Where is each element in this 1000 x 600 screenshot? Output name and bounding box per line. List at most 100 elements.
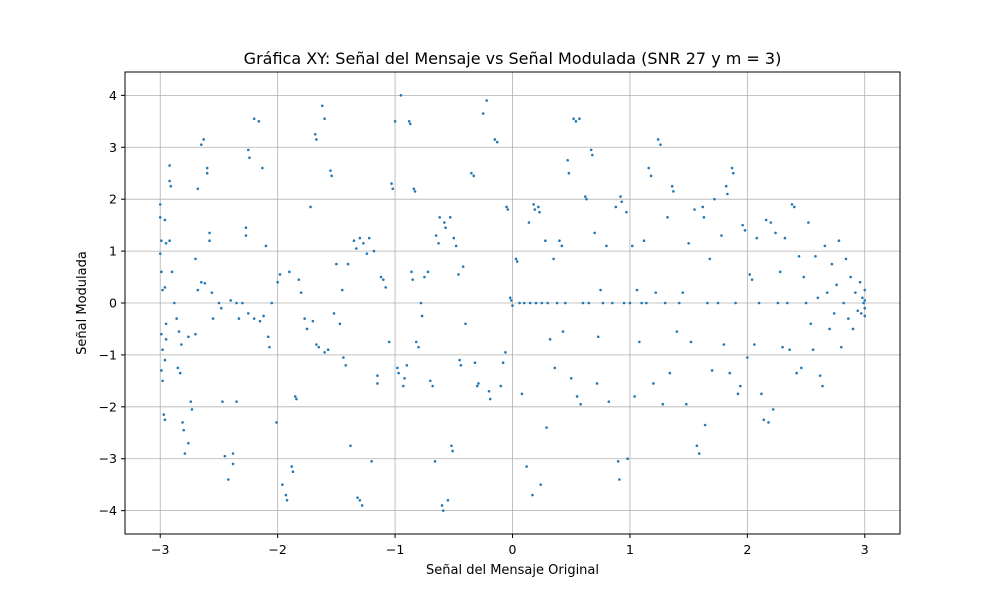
data-point: [591, 153, 594, 157]
data-point: [722, 343, 726, 346]
data-point: [790, 203, 794, 206]
data-point: [525, 465, 528, 468]
y-axis-label: Señal Modulada: [75, 251, 90, 355]
data-point: [728, 371, 732, 375]
data-point: [675, 330, 679, 333]
data-point: [160, 239, 163, 243]
data-point: [355, 247, 358, 250]
data-point: [168, 179, 171, 183]
data-points: [158, 94, 867, 512]
data-point: [163, 358, 167, 362]
data-point: [297, 278, 301, 281]
data-point: [716, 301, 720, 305]
data-point: [335, 262, 338, 266]
data-point: [443, 221, 446, 224]
data-point: [311, 319, 315, 323]
data-point: [537, 205, 540, 209]
data-point: [410, 270, 413, 274]
y-axis: −4 −3 −2 −1 0 1 2 3 4: [99, 88, 125, 518]
data-point: [161, 379, 164, 383]
data-point: [506, 208, 510, 211]
data-point: [605, 244, 608, 248]
data-point: [481, 112, 485, 115]
data-point: [611, 301, 614, 305]
data-point: [485, 99, 488, 102]
data-point: [472, 174, 476, 178]
data-point: [309, 205, 312, 209]
data-point: [264, 244, 268, 248]
x-tick-label: 0: [509, 542, 517, 557]
data-point: [668, 371, 672, 375]
data-point: [417, 345, 420, 349]
data-point: [695, 444, 699, 448]
data-point: [397, 371, 400, 375]
data-point: [262, 314, 265, 318]
data-point: [677, 301, 681, 305]
data-point: [163, 418, 167, 422]
data-point: [488, 397, 492, 401]
data-point: [569, 376, 573, 380]
data-point: [181, 421, 184, 424]
data-point: [652, 382, 655, 385]
data-point: [379, 275, 383, 279]
data-point: [182, 428, 186, 432]
data-point: [158, 203, 162, 206]
data-point: [793, 205, 796, 209]
data-point: [599, 288, 602, 292]
data-point: [661, 402, 665, 406]
data-point: [160, 270, 163, 274]
data-point: [785, 301, 789, 305]
data-point: [163, 218, 167, 222]
data-point: [437, 242, 440, 245]
data-point: [438, 216, 441, 219]
y-tick-label: −2: [99, 399, 117, 414]
data-point: [164, 322, 168, 326]
data-point: [670, 184, 674, 188]
data-point: [703, 423, 707, 427]
data-point: [431, 384, 434, 388]
data-point: [645, 301, 648, 305]
data-point: [755, 236, 759, 240]
y-tick-label: −3: [99, 451, 117, 466]
y-tick-label: −1: [99, 347, 117, 362]
data-point: [275, 421, 278, 424]
data-point: [566, 158, 569, 162]
data-point: [748, 273, 751, 276]
data-point: [376, 382, 379, 385]
data-point: [546, 301, 550, 305]
data-point: [170, 270, 174, 274]
data-point: [508, 296, 512, 300]
data-point: [505, 205, 508, 209]
x-tick-label: −3: [151, 542, 169, 557]
data-point: [816, 296, 820, 300]
data-point: [743, 229, 747, 232]
data-point: [544, 239, 547, 243]
data-point: [194, 257, 197, 261]
data-point: [736, 392, 740, 396]
data-point: [713, 197, 716, 201]
y-tick-label: −4: [99, 503, 117, 518]
y-tick-label: 4: [109, 88, 117, 103]
data-point: [202, 138, 205, 141]
data-point: [757, 301, 761, 305]
data-point: [649, 174, 653, 178]
data-point: [548, 338, 552, 341]
data-point: [640, 301, 643, 305]
data-point: [501, 361, 505, 364]
data-point: [401, 384, 405, 388]
data-point: [342, 356, 345, 359]
data-point: [607, 400, 611, 403]
data-point: [231, 462, 235, 466]
data-point: [540, 301, 544, 305]
data-point: [160, 332, 163, 336]
data-point: [811, 348, 815, 352]
data-point: [730, 166, 734, 170]
data-point: [164, 338, 168, 341]
data-point: [504, 351, 507, 354]
data-point: [561, 330, 565, 333]
data-point: [187, 441, 190, 445]
data-point: [626, 457, 629, 461]
data-point: [619, 195, 622, 198]
data-point: [205, 166, 209, 170]
